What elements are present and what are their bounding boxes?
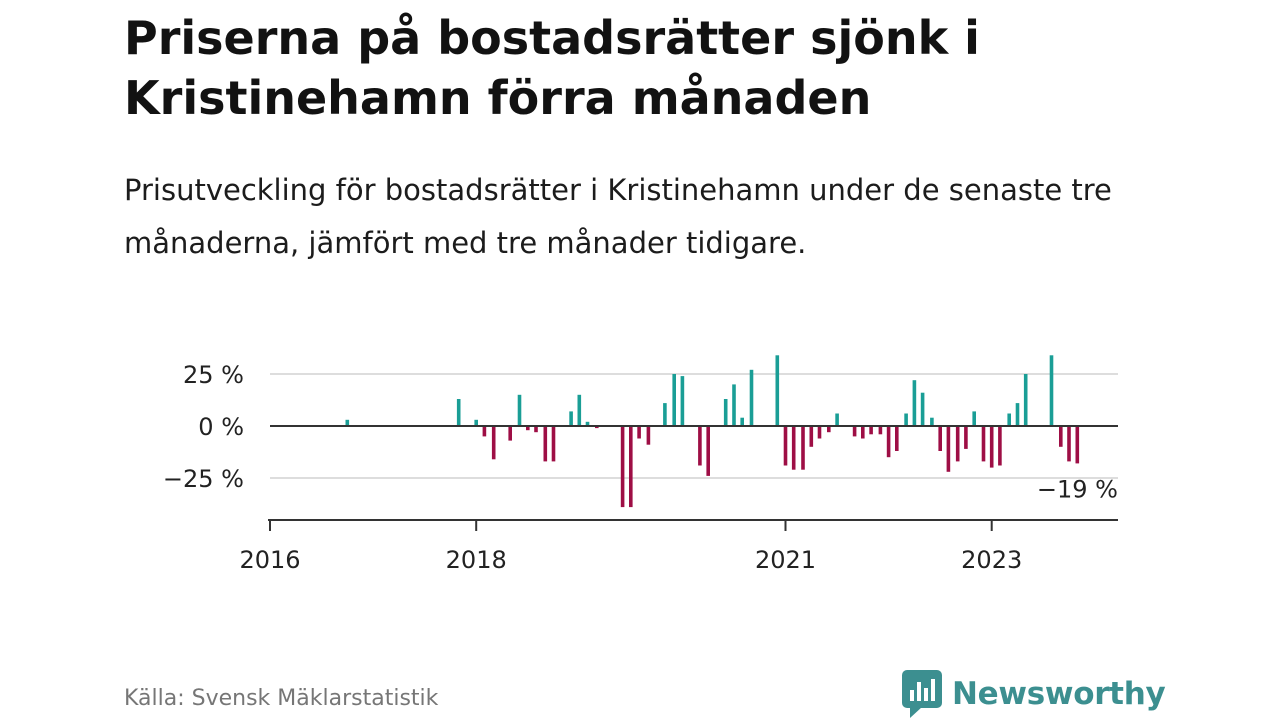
x-tick-label: 2018 [446,546,507,574]
bar [577,394,582,426]
bar [972,411,976,426]
bar [809,426,814,447]
bar [1049,355,1054,426]
source-note: Källa: Svensk Mäklarstatistik [124,686,439,711]
bar [955,426,960,462]
bar [783,426,788,466]
y-tick-label: 0 % [198,413,244,441]
bar [620,426,625,508]
bar [740,417,744,426]
y-tick-label: −25 % [163,465,244,493]
bar [569,411,573,426]
x-tick-label: 2021 [755,546,816,574]
chart-subtitle: Prisutveckling för bostadsrätter i Krist… [124,173,1112,260]
bar [1075,426,1080,464]
x-axis: 2016 2018 2021 2023 [239,519,1118,574]
bar [508,426,512,441]
bar [491,426,496,460]
brand-logo: Newsworthy [902,670,1166,718]
bars [270,355,1118,508]
bar [585,421,590,426]
bar [989,426,994,468]
bar [482,426,487,437]
bar [723,399,728,426]
bar [672,374,676,426]
bar [637,426,641,439]
bar [835,413,839,426]
bar [543,426,548,462]
bar [869,426,873,435]
y-axis-labels: 25 % 0 % −25 % [163,361,244,493]
bar [878,426,883,435]
bar [912,380,917,426]
bar [646,426,651,445]
bar [1007,413,1011,426]
bar [345,419,350,426]
bar [775,355,780,426]
bar [1059,426,1063,447]
bar [551,426,556,462]
bar [680,376,685,426]
x-tick-label: 2016 [239,546,300,574]
bar [791,426,796,470]
bar [706,426,710,476]
bar [827,426,831,433]
bar [517,394,522,426]
bar [946,426,951,472]
bar [886,426,891,458]
bar [861,426,865,439]
bar [938,426,942,451]
bar-chart: 25 % 0 % −25 % 2016 2018 2021 2023 −19 % [163,355,1118,574]
bar [456,399,461,426]
bar [1015,403,1020,426]
bar [474,419,478,426]
bar [895,426,899,451]
bar [998,426,1002,466]
bar [852,426,857,437]
bar [930,417,934,426]
gridlines [270,373,1118,479]
bar [698,426,702,466]
bar [964,426,968,449]
bar [595,426,599,429]
bar [534,426,538,433]
x-tick-label: 2023 [961,546,1022,574]
newsworthy-logo-icon [902,670,942,718]
brand-name: Newsworthy [952,676,1166,712]
bar [817,426,822,439]
bar [526,426,530,431]
bar [663,403,667,426]
bar [1023,374,1028,426]
bar [732,384,736,426]
bar [749,369,754,426]
bar [1067,426,1071,462]
chart-title: Priserna på bostadsrätter sjönk i Kristi… [124,11,980,125]
last-value-label: −19 % [1037,475,1118,503]
bar [629,426,633,508]
bar [801,426,805,470]
bar [920,392,925,426]
bar [981,426,986,462]
bar [904,413,908,426]
y-tick-label: 25 % [183,361,244,389]
